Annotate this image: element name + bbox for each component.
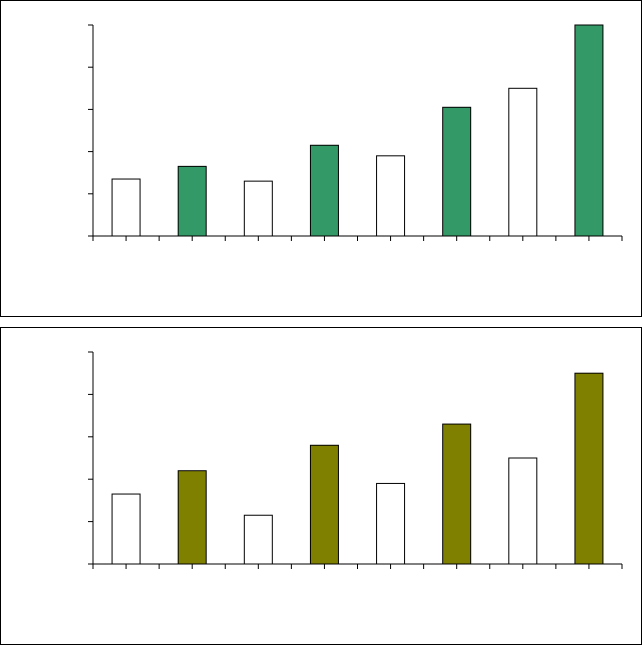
bar	[442, 106, 472, 237]
bar	[574, 24, 604, 237]
bar	[177, 165, 207, 237]
bar	[309, 144, 339, 237]
bar	[243, 514, 273, 565]
bar	[309, 444, 339, 565]
chart-panel-top	[0, 0, 642, 317]
bar	[376, 155, 406, 237]
bar	[376, 482, 406, 565]
bar	[243, 180, 273, 237]
bar	[111, 178, 141, 237]
bar	[111, 493, 141, 565]
chart-panel-bottom	[0, 327, 642, 645]
bar-chart-bottom	[88, 351, 623, 569]
bar	[177, 470, 207, 565]
bar	[442, 423, 472, 565]
bar	[574, 372, 604, 565]
bar	[508, 87, 538, 237]
bar	[508, 457, 538, 565]
bar-chart-top	[88, 24, 623, 241]
